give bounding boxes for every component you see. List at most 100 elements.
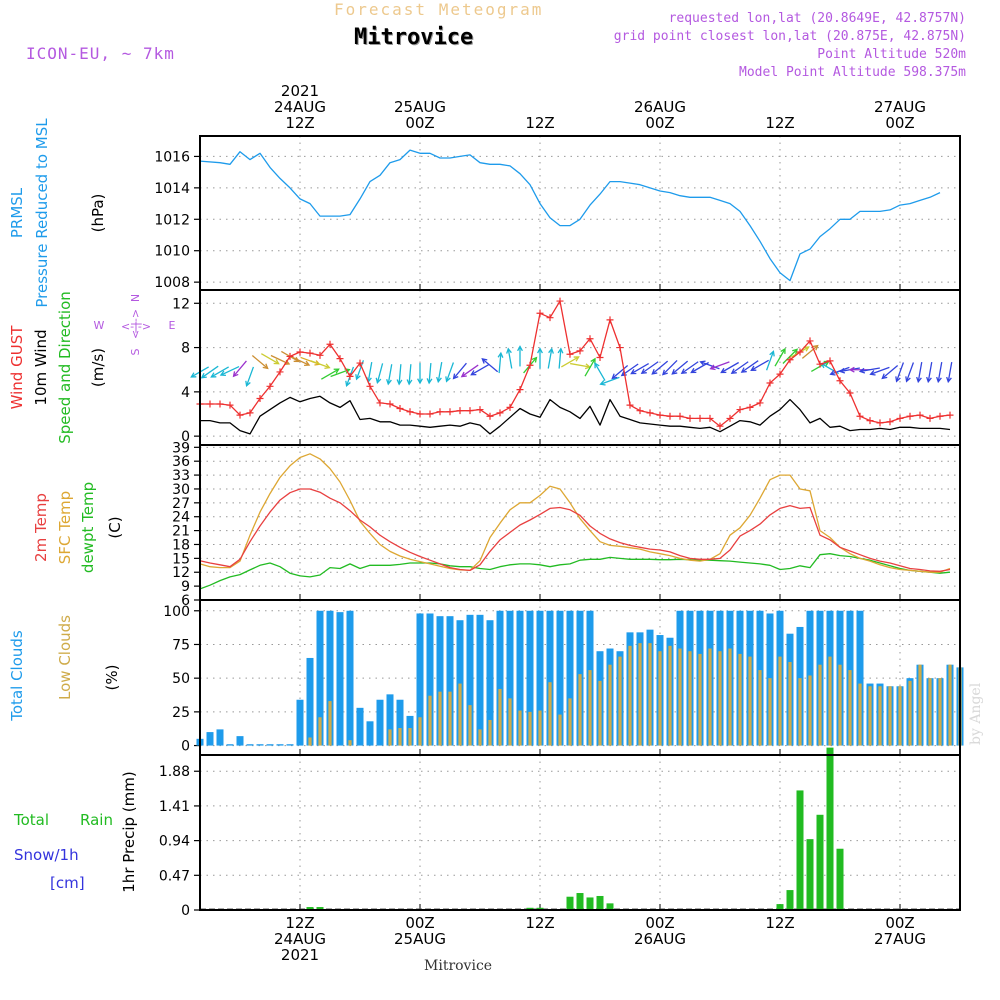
temperature-ytick-label: 18 <box>172 537 190 553</box>
wind-arrow-shaft <box>201 365 219 379</box>
wind-arrow-shaft <box>220 366 240 376</box>
wind-arrow-head <box>481 357 488 364</box>
low-clouds-bar <box>688 651 692 746</box>
wind-arrow-head <box>946 376 952 384</box>
total-clouds-bar <box>466 614 474 746</box>
wind-speed-label: 10m Wind <box>32 329 50 405</box>
rain-bar <box>576 893 584 910</box>
wind-gust-marker <box>276 368 284 376</box>
wind-gust-marker <box>666 412 674 420</box>
wind-gust-marker <box>366 382 374 390</box>
wind-direction-arrow <box>570 362 592 370</box>
wind-direction-arrow <box>245 366 255 388</box>
wind-arrow-shaft <box>721 361 739 374</box>
wind-arrow-head <box>460 371 467 378</box>
wind-arrow-head <box>690 367 697 374</box>
pressure-label-prmsl: PRMSL <box>8 187 26 238</box>
low-clouds-bar <box>808 675 812 746</box>
top-time-label: 2021 <box>281 82 319 100</box>
wind-direction-arrow <box>251 355 269 370</box>
model-point-altitude: Model Point Altitude 598.375m <box>739 65 966 80</box>
top-time-label: 24AUG <box>274 98 326 116</box>
precip-ytick-label: 1.88 <box>159 764 190 780</box>
low-clouds-bar <box>718 651 722 746</box>
wind-arrow-head <box>396 379 403 386</box>
wind-direction-arrow <box>561 356 580 368</box>
rain-bar <box>786 890 794 910</box>
wind-arrow-head <box>594 362 600 369</box>
wind-arrow-shaft <box>251 355 269 369</box>
wind-direction-arrow <box>895 362 905 383</box>
clouds-ytick-label: 25 <box>172 705 190 721</box>
bottom-time-label: 25AUG <box>394 930 446 948</box>
wind-ytick-label: 0 <box>181 429 190 445</box>
rain-bar <box>596 895 604 910</box>
total-clouds-bar <box>566 610 574 746</box>
wind-gust-marker <box>346 372 354 380</box>
wind-arrow-head <box>651 369 658 375</box>
total-clouds-bar <box>336 612 344 746</box>
wind-gust-marker <box>606 316 614 324</box>
wind-arrow-head <box>780 347 786 354</box>
low-clouds-bar <box>928 678 932 746</box>
compass-south: S <box>129 348 142 355</box>
wind-direction-arrow <box>926 361 933 384</box>
bottom-time-label: 12Z <box>285 914 314 932</box>
wind-direction-arrow <box>869 366 890 376</box>
wind-gust-marker <box>876 419 884 427</box>
wind-arrow-head <box>219 370 226 377</box>
clouds-panel: 0 25 50 75 100 <box>163 600 964 755</box>
wind-arrow-shaft <box>453 362 467 379</box>
compass-axis-vertical: <-|-> <box>129 309 142 339</box>
wind-ytick-label: 8 <box>181 341 190 357</box>
wind-direction-arrow <box>300 356 321 366</box>
low-clouds-bar <box>698 653 702 746</box>
total-clouds-bar <box>506 610 514 746</box>
footer-location: Mitrovice <box>424 958 493 974</box>
low-clouds-bar <box>848 670 852 746</box>
wind-arrow-shaft <box>445 362 455 382</box>
wind-direction-arrow <box>765 350 775 371</box>
wind-arrow-shaft <box>398 364 402 385</box>
clouds-ytick-label: 75 <box>172 637 190 653</box>
bottom-time-label: 00Z <box>645 914 674 932</box>
temperature-ytick-label: 39 <box>172 440 190 456</box>
total-clouds-bar <box>546 610 554 746</box>
wind-arrow-head <box>200 372 207 379</box>
wind-panel: 0 4 8 12 <box>172 290 960 445</box>
wind-direction-arrow <box>481 357 499 373</box>
wind-gust-marker <box>846 389 854 397</box>
wind-arrow-head <box>936 376 942 384</box>
wind-gust-marker <box>546 314 554 322</box>
wind-arrow-head <box>881 373 888 380</box>
total-clouds-bar <box>206 732 214 746</box>
wind-arrow-shaft <box>751 359 769 371</box>
rain-bar <box>566 896 574 910</box>
pressure-line <box>199 149 941 282</box>
wind-arrow-head <box>417 378 423 385</box>
wind-arrow-shaft <box>947 361 953 382</box>
t2m-line <box>199 488 951 572</box>
wind-arrow-head <box>769 350 775 357</box>
total-clouds-bar <box>276 744 284 746</box>
wind-gust-marker <box>436 408 444 416</box>
rain-bar <box>776 904 784 910</box>
wind-arrow-head <box>720 367 727 374</box>
wind-arrow-shaft <box>367 361 373 382</box>
total-clouds-bar <box>216 729 224 746</box>
low-clouds-bar <box>658 651 662 746</box>
precip-ytick-label: 0.47 <box>159 868 190 884</box>
wind-arrow-head <box>426 378 433 385</box>
low-clouds-bar <box>588 670 592 746</box>
low-clouds-bar <box>348 740 352 746</box>
wind-gust-marker <box>836 377 844 385</box>
total-clouds-bar <box>856 610 864 746</box>
total-clouds-bar <box>536 610 544 746</box>
wind-arrow-head <box>750 365 757 371</box>
wind-gust-marker <box>746 403 754 411</box>
wind-direction-arrow <box>517 345 523 367</box>
pressure-ytick-label: 1010 <box>154 244 190 260</box>
wind-arrow-shaft <box>245 366 255 386</box>
wind-direction-arrow <box>506 347 513 369</box>
wind-arrow-head <box>590 357 596 364</box>
